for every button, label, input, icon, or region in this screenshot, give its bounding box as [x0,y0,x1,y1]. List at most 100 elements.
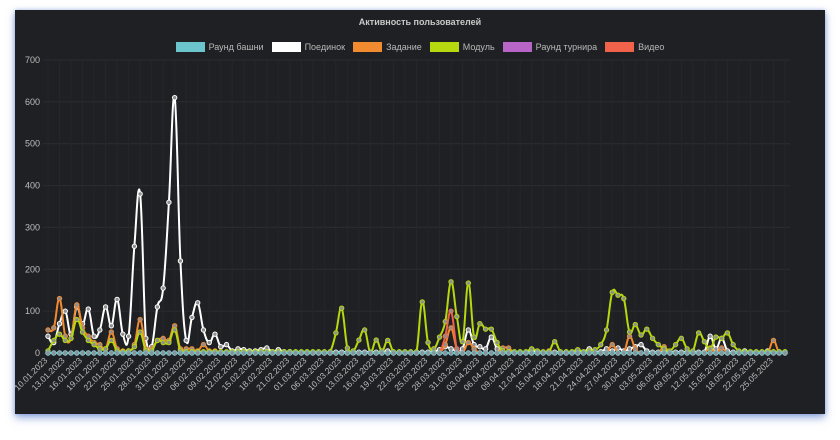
data-point[interactable] [672,350,679,356]
data-point[interactable] [160,350,166,356]
data-point[interactable] [102,304,109,310]
data-point[interactable] [310,350,316,356]
data-point[interactable] [137,350,143,356]
data-point[interactable] [97,350,103,356]
data-point[interactable] [626,350,633,356]
data-point[interactable] [338,350,345,356]
data-point[interactable] [523,350,529,356]
data-point[interactable] [102,350,109,356]
data-point[interactable] [551,350,558,356]
data-point[interactable] [534,350,541,356]
data-point[interactable] [465,339,472,346]
data-point[interactable] [91,333,97,339]
data-point[interactable] [632,350,638,356]
data-point[interactable] [713,334,719,340]
data-point[interactable] [661,350,667,356]
data-point[interactable] [615,292,621,298]
data-point[interactable] [79,350,86,356]
data-point[interactable] [361,350,368,356]
data-point[interactable] [436,334,443,340]
data-point[interactable] [108,329,115,335]
data-point[interactable] [327,350,333,356]
data-point[interactable] [269,350,276,356]
data-point[interactable] [465,327,472,333]
data-point[interactable] [120,350,126,356]
data-point[interactable] [718,350,725,356]
data-point[interactable] [108,323,115,329]
data-point[interactable] [517,350,523,356]
data-point[interactable] [321,350,328,356]
data-point[interactable] [304,350,310,356]
data-point[interactable] [45,350,51,356]
data-point[interactable] [609,341,615,348]
data-point[interactable] [85,306,92,312]
data-point[interactable] [413,350,420,356]
data-point[interactable] [736,350,742,356]
data-point[interactable] [592,350,598,356]
data-point[interactable] [223,350,230,356]
data-point[interactable] [171,327,178,333]
data-point[interactable] [154,337,161,344]
data-point[interactable] [431,350,437,356]
data-point[interactable] [361,327,368,333]
data-point[interactable] [730,341,736,348]
data-point[interactable] [252,350,258,356]
data-point[interactable] [246,350,253,356]
data-point[interactable] [707,350,713,356]
data-point[interactable] [171,350,178,356]
data-point[interactable] [477,350,483,356]
data-point[interactable] [241,350,247,356]
data-point[interactable] [678,350,685,356]
data-point[interactable] [494,339,500,346]
data-point[interactable] [189,314,195,321]
data-point[interactable] [56,295,63,302]
data-point[interactable] [373,337,379,343]
data-point[interactable] [402,350,408,356]
data-point[interactable] [114,350,120,356]
data-point[interactable] [678,335,685,342]
data-point[interactable] [477,344,483,350]
data-point[interactable] [373,350,379,356]
data-point[interactable] [603,327,610,333]
data-point[interactable] [195,350,201,356]
data-point[interactable] [638,332,644,338]
data-point[interactable] [649,350,656,356]
data-point[interactable] [615,350,621,356]
data-point[interactable] [51,350,57,356]
data-point[interactable] [609,350,615,356]
data-point[interactable] [425,339,431,346]
data-point[interactable] [448,350,454,356]
data-point[interactable] [494,350,500,356]
data-point[interactable] [580,350,587,356]
data-point[interactable] [356,350,362,356]
data-point[interactable] [108,337,115,344]
data-point[interactable] [200,327,207,333]
data-point[interactable] [281,350,287,356]
data-point[interactable] [195,300,201,306]
data-point[interactable] [120,331,126,337]
data-point[interactable] [218,344,224,350]
data-point[interactable] [125,333,132,339]
data-point[interactable] [74,302,80,308]
legend-item[interactable]: Модуль [429,42,495,52]
data-point[interactable] [667,350,673,356]
data-point[interactable] [459,338,466,345]
data-point[interactable] [68,350,74,356]
data-point[interactable] [131,344,138,350]
data-point[interactable] [563,350,569,356]
data-point[interactable] [206,339,212,346]
data-point[interactable] [465,280,472,286]
data-point[interactable] [160,339,166,346]
data-point[interactable] [770,337,777,344]
data-point[interactable] [62,337,68,344]
data-point[interactable] [747,350,754,356]
data-point[interactable] [448,325,454,331]
data-point[interactable] [137,329,143,335]
data-point[interactable] [218,350,224,356]
data-point[interactable] [621,350,627,356]
data-point[interactable] [540,350,546,356]
data-point[interactable] [344,350,351,356]
data-point[interactable] [621,295,627,302]
data-point[interactable] [598,341,604,348]
data-point[interactable] [730,350,736,356]
